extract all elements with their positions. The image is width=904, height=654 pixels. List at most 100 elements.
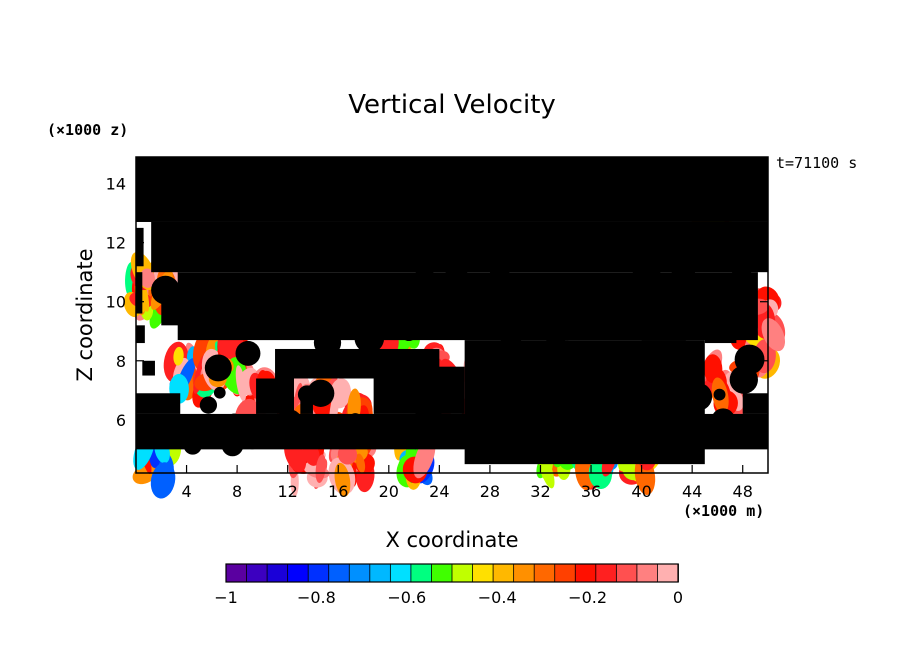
masked-blob: [637, 352, 650, 365]
colorbar-segment: [369, 563, 392, 583]
masked-blob: [282, 279, 297, 294]
colorbar-frame: [225, 563, 679, 583]
masked-blob: [653, 367, 668, 382]
colorbar-segment: [636, 563, 659, 583]
masked-blob: [313, 362, 326, 375]
masked-blob: [436, 423, 457, 443]
masked-blob: [555, 340, 579, 363]
colorbar-tick-labels: −1 −0.8 −0.6 −0.4 −0.2 0: [214, 588, 683, 607]
masked-blob: [204, 354, 232, 382]
time-label: t=71100 s: [776, 154, 857, 172]
masked-blob: [401, 325, 417, 342]
masked-blob: [629, 310, 659, 340]
y-tick-label: 6: [116, 411, 126, 430]
colorbar-segment: [451, 563, 474, 583]
masked-blob: [222, 280, 251, 309]
masked-blob: [497, 397, 510, 411]
colorbar-segment: [513, 563, 536, 583]
masked-blob: [394, 422, 417, 445]
colorbar-segment: [266, 563, 289, 583]
masked-blob: [727, 257, 739, 269]
velocity-cell: [315, 454, 326, 483]
masked-block: [136, 325, 145, 344]
colorbar-segment: [615, 563, 638, 583]
colorbar-tick-label: −0.2: [568, 588, 607, 607]
x-axis-label: X coordinate: [385, 528, 518, 552]
y-tick-label: 12: [106, 234, 126, 253]
masked-blob: [223, 320, 237, 334]
masked-blob: [491, 419, 509, 437]
y-tick-label: 10: [106, 293, 126, 312]
velocity-cell: [173, 346, 184, 366]
x-tick-label: 48: [733, 482, 753, 501]
masked-blob: [543, 319, 569, 345]
masked-block: [256, 378, 294, 414]
colorbar-segment: [389, 563, 412, 583]
x-tick-label: 36: [581, 482, 601, 501]
colorbar-segment: [287, 563, 310, 583]
masked-blob: [313, 329, 342, 357]
masked-blob: [235, 340, 261, 366]
masked-blob: [275, 409, 303, 437]
colorbar-segment: [307, 563, 330, 583]
x-tick-label: 16: [328, 482, 348, 501]
colorbar-tick-label: −0.6: [387, 588, 426, 607]
colorbar-segment: [431, 563, 453, 583]
masked-blob: [591, 406, 618, 433]
masked-blob: [354, 323, 385, 354]
colorbar-segment: [657, 563, 679, 583]
masked-blob: [565, 420, 584, 439]
masked-blob: [500, 329, 522, 351]
masked-block: [136, 272, 143, 314]
colorbar-segment: [595, 563, 618, 583]
masked-blob: [213, 386, 226, 399]
masked-block: [136, 393, 181, 414]
masked-block: [136, 157, 768, 222]
colorbar-segment: [225, 563, 248, 583]
masked-blob: [199, 396, 218, 414]
velocity-cell: [139, 268, 155, 288]
masked-blob: [645, 425, 657, 437]
masked-blob: [734, 344, 765, 375]
masked-blob: [595, 437, 613, 454]
masked-blob: [415, 262, 434, 281]
x-unit-label: (×1000 m): [683, 502, 764, 520]
masked-blob: [583, 355, 595, 368]
velocity-cell: [703, 354, 723, 384]
masked-blob: [484, 308, 498, 322]
velocity-cell: [355, 453, 366, 473]
x-tick-label: 32: [530, 482, 550, 501]
masked-block: [704, 334, 737, 344]
x-tick-label: 12: [278, 482, 298, 501]
masked-blob: [522, 310, 541, 329]
masked-blob: [348, 413, 362, 427]
colorbar-segment: [348, 563, 371, 583]
masked-blob: [414, 404, 442, 431]
masked-blob: [151, 275, 180, 305]
colorbar-segment: [472, 563, 494, 583]
masked-blob: [176, 310, 196, 329]
colorbar-segment: [328, 563, 351, 583]
colorbar-segment: [554, 563, 577, 583]
colorbar-tick-label: −0.8: [297, 588, 336, 607]
velocity-cell: [150, 462, 176, 499]
masked-blob: [684, 382, 713, 411]
masked-block: [373, 366, 465, 414]
masked-blob: [517, 416, 538, 437]
masked-blob: [488, 256, 511, 279]
masked-block: [142, 360, 155, 376]
chart-title: Vertical Velocity: [348, 90, 556, 120]
x-tick-label: 24: [429, 482, 449, 501]
x-tick-label: 44: [682, 482, 702, 501]
x-tick-label: 8: [232, 482, 242, 501]
masked-blob: [183, 436, 202, 455]
colorbar: [225, 563, 679, 583]
y-tick-label: 14: [106, 175, 126, 194]
x-tick-label: 20: [379, 482, 399, 501]
colorbar-tick-label: −0.4: [478, 588, 517, 607]
x-tick-label: 4: [181, 482, 191, 501]
masked-blob: [493, 272, 523, 302]
masked-blob: [297, 385, 317, 404]
